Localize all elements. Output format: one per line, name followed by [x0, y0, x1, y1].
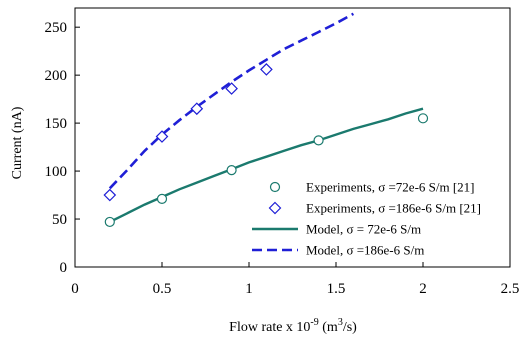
- plot-frame: [74, 7, 511, 268]
- legend-entry-label: Model, σ =186e-6 S/m: [306, 243, 424, 258]
- x-tick-label: 1.5: [327, 281, 346, 297]
- x-axis-title-unit: (m: [319, 320, 338, 335]
- data-point-diamond: [103, 188, 117, 202]
- y-tick-label: 100: [45, 164, 68, 180]
- x-axis-title-main: Flow rate x 10: [229, 320, 310, 335]
- y-axis-title: Current (nA): [10, 106, 25, 179]
- x-axis-title-exponent: -9: [310, 317, 318, 328]
- model-line-186: [108, 12, 355, 190]
- x-tick-label: 1: [245, 281, 253, 297]
- series-layer: [103, 12, 429, 228]
- y-tick-label: 50: [52, 212, 67, 228]
- axes-layer: 0 0.5 1 1.5 2 2.5 0 50 100 150 200 250: [45, 7, 520, 297]
- data-point-circle: [313, 135, 324, 146]
- x-tick-label: 0: [71, 281, 79, 297]
- legend-entry-label: Experiments, σ =72e-6 S/m [21]: [306, 180, 475, 195]
- data-point-circle: [156, 193, 168, 204]
- data-point-circle: [226, 165, 237, 176]
- data-point-diamond: [155, 130, 169, 143]
- data-point-diamond: [190, 102, 204, 116]
- y-tick-label: 250: [45, 20, 68, 36]
- y-tick-label: 200: [45, 68, 68, 84]
- data-point-circle: [417, 113, 429, 124]
- data-point-circle: [104, 216, 115, 228]
- data-point-circle: [269, 181, 281, 193]
- x-tick-label: 2.5: [501, 281, 520, 297]
- y-tick-label: 150: [45, 116, 68, 132]
- legend: Experiments, σ =72e-6 S/m [21] Experiment…: [252, 180, 481, 258]
- x-axis-title: Flow rate x 10-9 (m3/s): [229, 317, 357, 335]
- x-axis-title-unit-end: /s): [343, 320, 357, 335]
- data-point-diamond: [225, 82, 238, 95]
- data-point-diamond: [268, 201, 282, 215]
- data-point-diamond: [260, 63, 273, 76]
- legend-entry-label: Model, σ = 72e-6 S/m: [306, 222, 421, 237]
- legend-entry-label: Experiments, σ =186e-6 S/m [21]: [306, 201, 481, 216]
- x-axis-title-unit-exponent: 3: [338, 317, 343, 328]
- x-tick-label: 0.5: [153, 281, 172, 297]
- x-tick-label: 2: [419, 281, 427, 297]
- y-tick-label: 0: [60, 260, 68, 276]
